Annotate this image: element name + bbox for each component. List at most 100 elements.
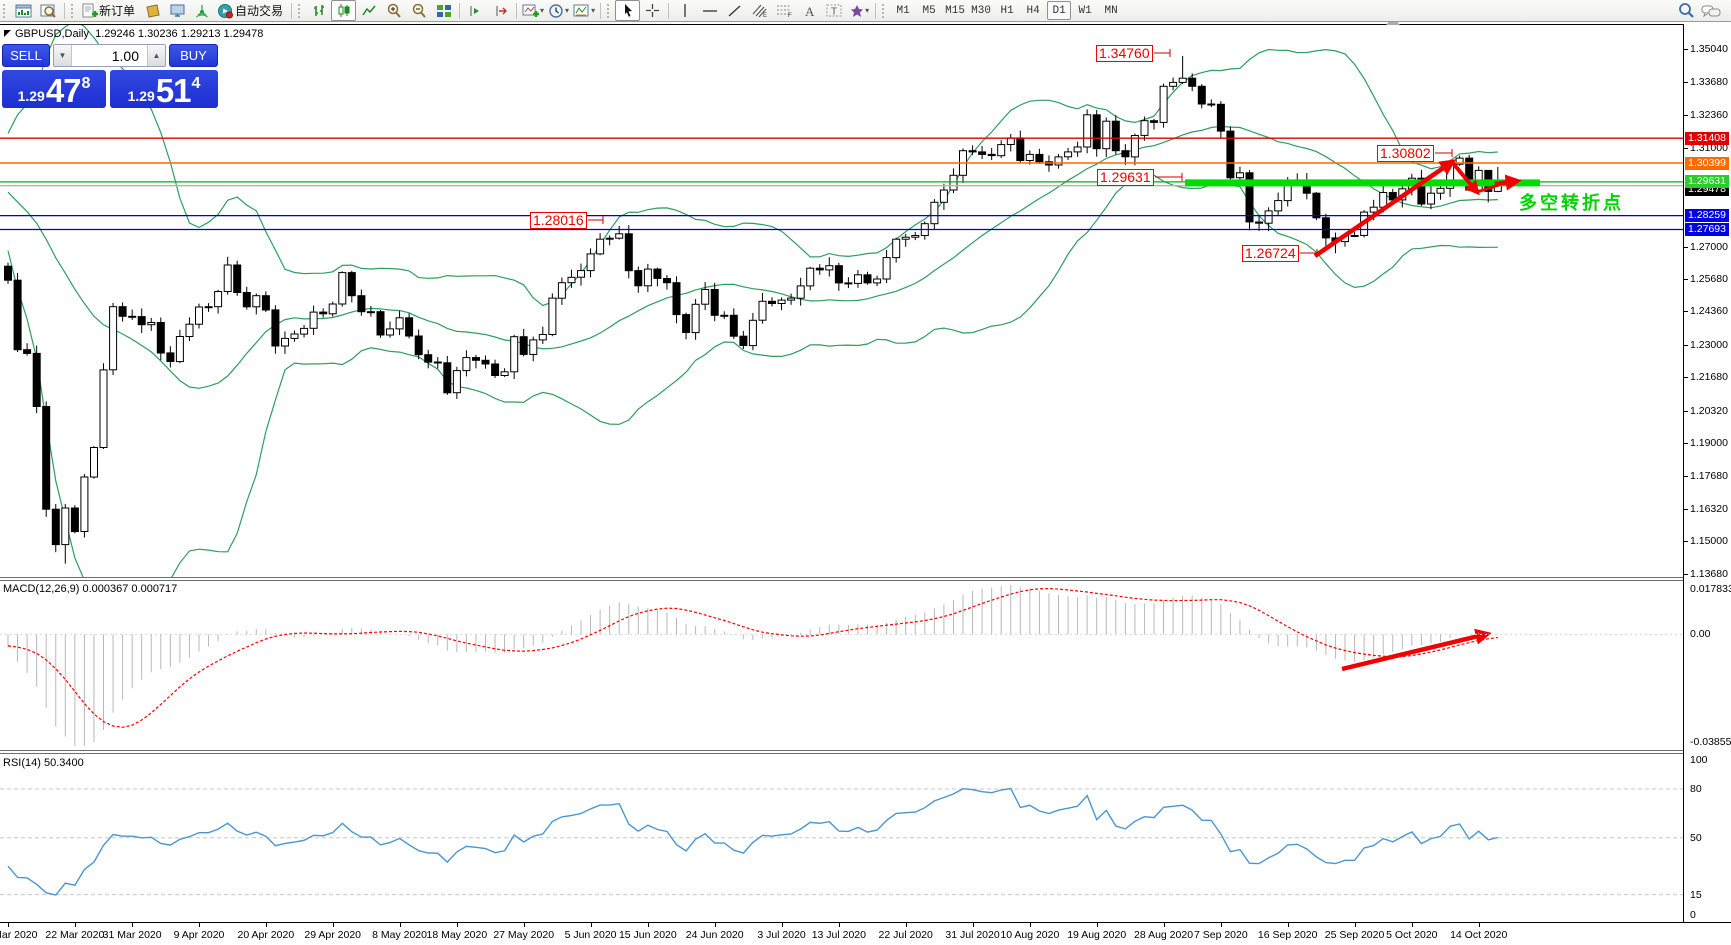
bollinger-band-line[interactable] xyxy=(7,173,1498,600)
timeframe-button-m1[interactable]: M1 xyxy=(896,4,910,17)
price-axis[interactable]: 1.35040 1.33680 1.32360 1.31000 1.27000 1.256… xyxy=(1684,24,1731,922)
toolbar-grip[interactable] xyxy=(71,3,76,18)
timeframe-button-m30[interactable]: M30 xyxy=(971,4,991,17)
profile-button[interactable] xyxy=(36,0,61,21)
timeframe-button-h1[interactable]: H1 xyxy=(1000,4,1014,17)
templates-dropdown-arrow[interactable]: ▾ xyxy=(591,6,596,15)
candle-body xyxy=(596,238,605,255)
candle-body xyxy=(376,311,385,336)
tile-windows-button[interactable] xyxy=(431,0,456,21)
zoom-out-button[interactable] xyxy=(406,0,431,21)
horizontal-line-tool-button[interactable] xyxy=(697,0,722,21)
periods-button[interactable]: ▾ xyxy=(546,0,571,21)
candle-body xyxy=(204,306,213,309)
terminal-button[interactable] xyxy=(165,0,190,21)
strategy-tester-button[interactable] xyxy=(190,0,215,21)
price-callout-label[interactable]: 1.29631 xyxy=(1097,169,1154,186)
vertical-line-tool-button[interactable] xyxy=(672,0,697,21)
zoom-in-button[interactable] xyxy=(381,0,406,21)
toolbar-grip[interactable] xyxy=(882,3,887,18)
crosshair-tool-button[interactable] xyxy=(640,0,665,21)
candle-body xyxy=(128,315,137,318)
search-button[interactable] xyxy=(1673,0,1698,21)
sell-button[interactable]: SELL xyxy=(2,44,50,67)
shapes-dropdown-arrow[interactable]: ▾ xyxy=(865,6,870,15)
timeframe-button-d1[interactable]: D1 xyxy=(1047,1,1072,20)
toolbar-grip[interactable] xyxy=(607,3,612,18)
indicators-button[interactable]: ▾ xyxy=(520,0,546,21)
sell-price-sup: 8 xyxy=(81,75,91,92)
autotrading-button[interactable]: 自动交易 xyxy=(215,0,288,21)
candle-body xyxy=(1264,210,1273,224)
candle-body xyxy=(1455,157,1464,165)
new-chart-button[interactable] xyxy=(11,0,36,21)
toolbar-grip[interactable] xyxy=(3,3,8,18)
candlestick-chart-button[interactable] xyxy=(331,0,357,21)
line-chart-button[interactable] xyxy=(356,0,381,21)
date-tick-label: 29 Apr 2020 xyxy=(304,929,362,941)
panel-separator[interactable] xyxy=(0,750,1684,751)
auto-scroll-button[interactable] xyxy=(463,0,488,21)
buy-price-display[interactable]: 1.29 51 4 xyxy=(110,70,218,108)
timeframe-button-mn[interactable]: MN xyxy=(1104,4,1118,17)
shapes-tool-button[interactable]: ▾ xyxy=(847,0,872,21)
volume-down-button[interactable]: ▼ xyxy=(54,45,72,66)
panel-separator[interactable] xyxy=(0,753,1684,754)
equidistant-channel-icon: E xyxy=(751,3,768,19)
price-callout-label[interactable]: 1.28016 xyxy=(530,212,587,229)
bollinger-band-line[interactable] xyxy=(7,125,1498,389)
red-trend-arrow[interactable] xyxy=(1494,174,1522,191)
candle-body xyxy=(386,328,394,336)
date-tick-mark xyxy=(972,923,974,927)
timeframe-button-m15[interactable]: M15 xyxy=(945,4,965,17)
candle-body xyxy=(1159,85,1168,123)
price-callout-label[interactable]: 1.26724 xyxy=(1242,245,1299,262)
candle-body xyxy=(42,406,51,510)
candle-body xyxy=(118,306,127,317)
market-watch-button[interactable] xyxy=(140,0,165,21)
price-callout-label[interactable]: 1.34760 xyxy=(1096,45,1153,62)
indicators-dropdown-arrow[interactable]: ▾ xyxy=(540,6,545,15)
indicators-icon xyxy=(522,3,540,19)
panel-separator[interactable] xyxy=(0,580,1684,581)
panel-separator[interactable] xyxy=(0,577,1684,578)
buy-button[interactable]: BUY xyxy=(169,44,218,67)
candle-body xyxy=(99,369,108,448)
auto-scroll-icon xyxy=(468,3,484,19)
volume-up-button[interactable]: ▲ xyxy=(147,45,165,66)
timeframe-button-w1[interactable]: W1 xyxy=(1078,4,1092,17)
candle-body xyxy=(577,270,585,278)
candle-body xyxy=(1417,177,1426,205)
candle-body xyxy=(1321,217,1330,239)
channel-tool-button[interactable]: E xyxy=(747,0,772,21)
timeframe-button-m5[interactable]: M5 xyxy=(922,4,936,17)
price-tick-label: 1.13680 xyxy=(1690,567,1728,580)
periods-dropdown-arrow[interactable]: ▾ xyxy=(565,6,570,15)
fibonacci-tool-button[interactable]: F xyxy=(772,0,797,21)
annotation-note[interactable]: 多空转折点 xyxy=(1519,193,1624,213)
community-chat-button[interactable] xyxy=(1698,0,1723,21)
templates-button[interactable]: ▾ xyxy=(571,0,597,21)
toolbar-grip[interactable] xyxy=(298,3,303,18)
price-callout-label[interactable]: 1.30802 xyxy=(1377,145,1434,162)
trendline-tool-button[interactable] xyxy=(722,0,747,21)
chart-shift-button[interactable] xyxy=(488,0,513,21)
date-tick-mark xyxy=(523,923,525,927)
sell-price-display[interactable]: 1.29 47 8 xyxy=(2,70,107,109)
bollinger-band-line[interactable] xyxy=(7,24,1498,307)
volume-input[interactable]: 1.00 xyxy=(111,47,139,64)
red-trend-arrow[interactable] xyxy=(1341,628,1492,672)
text-tool-button[interactable]: A xyxy=(797,0,822,21)
new-order-label: 新订单 xyxy=(99,4,136,18)
label-tool-button[interactable]: T xyxy=(822,0,847,21)
sell-price-big: 47 xyxy=(45,72,82,109)
bar-chart-button[interactable] xyxy=(306,0,331,21)
red-trend-arrow[interactable] xyxy=(1313,159,1457,258)
red-trend-arrow[interactable] xyxy=(1450,160,1480,196)
new-order-button[interactable]: 新订单 xyxy=(79,0,140,21)
cursor-tool-button[interactable] xyxy=(615,0,641,21)
candle-body xyxy=(682,314,691,334)
timeframe-button-h4[interactable]: H4 xyxy=(1026,4,1040,17)
date-tick-label: 14 Oct 2020 xyxy=(1450,929,1508,941)
